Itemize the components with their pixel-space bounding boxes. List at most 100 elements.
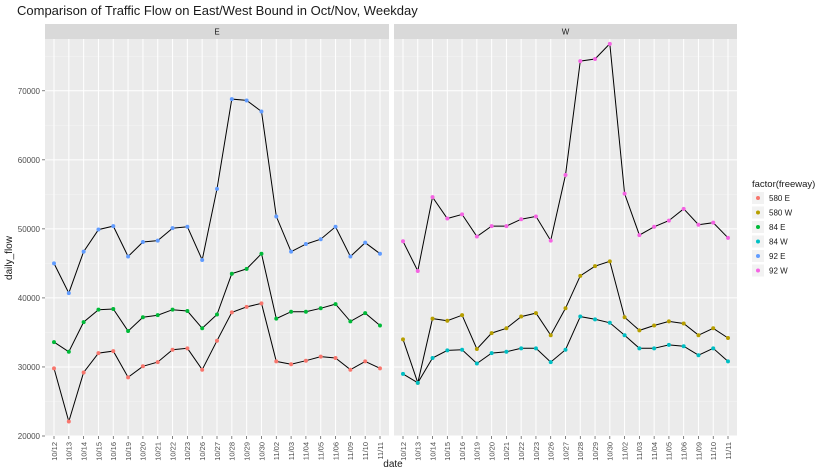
data-point bbox=[229, 310, 234, 315]
data-point bbox=[652, 224, 657, 229]
y-tick-label: 30000 bbox=[18, 363, 41, 372]
data-point bbox=[259, 109, 264, 114]
data-point bbox=[303, 309, 308, 314]
data-point bbox=[363, 240, 368, 245]
x-tick-label: 10/16 bbox=[458, 442, 467, 461]
data-point bbox=[244, 304, 249, 309]
x-tick-label: 11/05 bbox=[665, 442, 674, 460]
legend-label: 580 E bbox=[769, 194, 790, 203]
legend-entry: 580 E bbox=[752, 192, 790, 204]
data-point bbox=[126, 329, 131, 334]
legend: factor(freeway) 580 E 580 W 84 E 84 W 92 E 92… bbox=[752, 179, 815, 277]
data-point bbox=[318, 237, 323, 242]
x-tick-label: 10/30 bbox=[257, 442, 266, 461]
x-tick-label: 10/26 bbox=[198, 442, 207, 461]
legend-title: factor(freeway) bbox=[752, 179, 815, 190]
data-point bbox=[637, 346, 642, 351]
data-point bbox=[333, 302, 338, 307]
data-point bbox=[111, 224, 116, 229]
data-point bbox=[401, 239, 405, 244]
data-point bbox=[711, 326, 716, 331]
data-point bbox=[111, 349, 116, 354]
x-tick-label: 10/29 bbox=[242, 442, 251, 461]
x-tick-label: 10/21 bbox=[502, 442, 511, 461]
data-point bbox=[681, 344, 686, 349]
legend-entry: 84 W bbox=[752, 235, 788, 248]
legend-swatch bbox=[756, 239, 760, 244]
legend-entry: 92 W bbox=[752, 264, 788, 277]
legend-label: 92 W bbox=[769, 267, 788, 276]
facets-layer: E 10/12 10/13 10/14 10/15 10/16 10/19 10/20 10/2… bbox=[18, 24, 737, 461]
data-point bbox=[696, 353, 701, 358]
series-580-e bbox=[52, 301, 382, 424]
data-point bbox=[200, 326, 205, 331]
data-point bbox=[430, 195, 435, 200]
data-point bbox=[140, 364, 145, 369]
data-point bbox=[259, 301, 264, 306]
data-point bbox=[504, 349, 509, 354]
y-tick-label: 40000 bbox=[18, 294, 41, 303]
data-point bbox=[445, 318, 450, 323]
data-point bbox=[96, 307, 101, 312]
data-point bbox=[474, 234, 479, 239]
data-point bbox=[378, 323, 382, 328]
x-tick-label: 10/14 bbox=[79, 442, 88, 461]
data-point bbox=[52, 366, 56, 371]
data-point bbox=[622, 315, 627, 320]
data-point bbox=[81, 249, 86, 254]
data-point bbox=[318, 354, 323, 359]
x-tick-label: 11/03 bbox=[635, 442, 644, 460]
x-tick-label: 10/23 bbox=[183, 442, 192, 461]
facet-strip-label: W bbox=[562, 28, 570, 37]
data-point bbox=[52, 261, 56, 266]
facet-panel-e: E 10/12 10/13 10/14 10/15 10/16 10/19 10/20 10/2… bbox=[45, 24, 389, 461]
legend-swatch bbox=[756, 225, 760, 229]
x-tick-label: 10/27 bbox=[213, 442, 222, 461]
data-point bbox=[170, 307, 175, 312]
data-point bbox=[474, 361, 479, 366]
data-point bbox=[489, 331, 494, 336]
x-tick-label: 11/09 bbox=[694, 442, 703, 460]
data-point bbox=[140, 239, 145, 244]
x-tick-label: 10/29 bbox=[591, 442, 600, 461]
x-tick-label: 11/11 bbox=[724, 442, 733, 460]
data-point bbox=[378, 251, 382, 256]
data-point bbox=[563, 173, 568, 178]
data-point bbox=[155, 360, 160, 365]
x-tick-label: 11/02 bbox=[620, 442, 629, 460]
data-point bbox=[666, 218, 671, 223]
x-tick-label: 10/12 bbox=[399, 442, 408, 461]
x-tick-label: 11/06 bbox=[679, 442, 688, 460]
data-point bbox=[593, 57, 598, 62]
data-point bbox=[533, 346, 538, 351]
x-tick-label: 11/02 bbox=[272, 442, 281, 460]
legend-label: 580 W bbox=[769, 209, 793, 218]
x-tick-label: 10/13 bbox=[414, 442, 423, 461]
data-point bbox=[96, 227, 101, 232]
data-point bbox=[726, 335, 730, 340]
data-point bbox=[66, 291, 71, 296]
data-point bbox=[348, 254, 353, 259]
data-point bbox=[578, 273, 583, 278]
x-tick-label: 10/14 bbox=[428, 442, 437, 461]
legend-entry: 84 E bbox=[752, 221, 785, 233]
x-tick-label: 11/09 bbox=[346, 442, 355, 460]
data-point bbox=[504, 224, 509, 229]
data-point bbox=[445, 216, 450, 221]
data-point bbox=[81, 370, 86, 375]
data-point bbox=[711, 220, 716, 225]
data-point bbox=[363, 311, 368, 316]
data-point bbox=[460, 212, 465, 217]
data-point bbox=[415, 380, 420, 385]
y-tick-label: 20000 bbox=[18, 432, 41, 441]
data-point bbox=[652, 346, 657, 351]
data-point bbox=[200, 257, 205, 262]
legend-entry: 92 E bbox=[752, 250, 785, 262]
data-point bbox=[519, 217, 524, 222]
y-axis-title: daily_flow bbox=[4, 235, 15, 280]
x-tick-label: 10/22 bbox=[517, 442, 526, 461]
x-tick-label: 10/21 bbox=[154, 442, 163, 461]
x-tick-label: 10/13 bbox=[65, 442, 74, 461]
data-point bbox=[318, 306, 323, 311]
data-point bbox=[185, 224, 190, 229]
